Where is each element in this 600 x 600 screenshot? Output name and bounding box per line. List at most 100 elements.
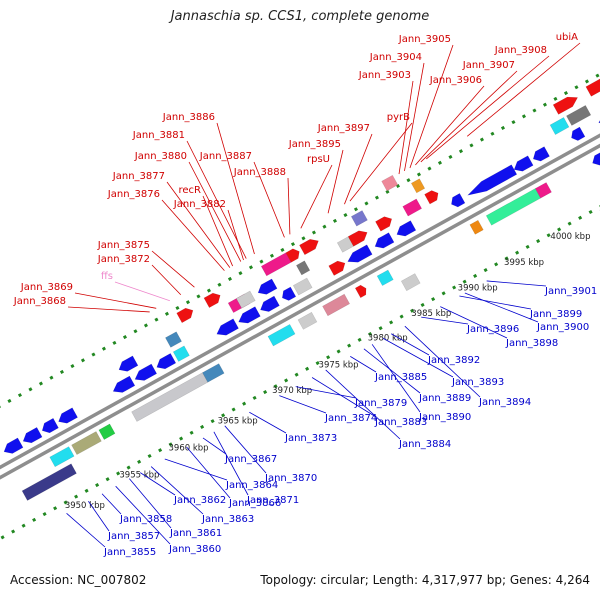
gene-feature — [22, 427, 43, 444]
gene-feature — [3, 437, 24, 454]
gene-feature — [58, 407, 78, 424]
gene-feature — [260, 252, 292, 277]
gene-label-forward: Jann_3895 — [288, 139, 341, 150]
gene-feature — [297, 311, 318, 330]
tick-label: 3980 kbp — [368, 333, 408, 343]
gene-label-reverse: Jann_3884 — [398, 439, 451, 450]
leader-line — [363, 348, 421, 394]
gene-label-forward: ubiA — [556, 32, 578, 43]
gene-feature — [216, 318, 239, 336]
gene-feature — [238, 306, 261, 324]
gene-feature — [451, 193, 466, 208]
gene-label-forward: Jann_3887 — [199, 151, 252, 162]
backbone — [0, 133, 600, 480]
gene-label-reverse: Jann_3871 — [246, 495, 299, 506]
leader-line — [151, 264, 182, 296]
tick-label: 3960 kbp — [169, 443, 209, 453]
leader-line — [279, 395, 327, 414]
gene-feature — [165, 331, 182, 348]
gene-feature — [281, 286, 297, 301]
leader-line — [74, 292, 157, 309]
tick-label: 4000 kbp — [550, 232, 590, 242]
tick-label: 3955 kbp — [119, 471, 159, 481]
gene-label-forward: Jann_3906 — [429, 75, 482, 86]
leader-line — [426, 55, 550, 160]
tick-dot-rows — [0, 72, 600, 541]
leader-line — [216, 122, 255, 255]
gene-label-reverse: Jann_3866 — [228, 498, 281, 509]
gene-label-reverse: Jann_3857 — [107, 531, 160, 542]
gene-feature — [347, 230, 368, 247]
gene-label-forward: Jann_3875 — [97, 240, 150, 251]
gene-label-forward: Jann_3908 — [494, 45, 547, 56]
leader-line — [114, 281, 170, 302]
gene-feature — [98, 423, 116, 440]
leader-line — [382, 337, 454, 378]
gene-label-reverse: Jann_3890 — [418, 412, 471, 423]
gene-label-reverse: Jann_3889 — [418, 393, 471, 404]
gene-label-forward: Jann_3888 — [233, 167, 286, 178]
gene-feature — [402, 198, 423, 217]
leader-line — [101, 493, 122, 515]
gene-label-forward: ffs — [101, 271, 113, 282]
topology-text: Topology: circular; Length: 4,317,977 bp… — [260, 573, 590, 587]
gene-features — [3, 78, 600, 501]
gene-label-forward: Jann_3881 — [132, 130, 185, 141]
leader-line — [129, 478, 172, 529]
tick-label: 3970 kbp — [272, 386, 312, 396]
gene-feature — [156, 353, 177, 370]
gene-feature — [381, 174, 399, 192]
leader-line — [164, 458, 228, 481]
leader-line — [325, 369, 401, 440]
backbone-line-lower — [0, 133, 600, 470]
tick-label: 3950 kbp — [65, 501, 105, 511]
gene-feature — [469, 219, 484, 235]
gene-feature — [203, 292, 221, 308]
gene-feature — [295, 260, 311, 276]
gene-feature — [400, 273, 421, 292]
leader-line — [151, 250, 195, 288]
gene-feature — [532, 146, 550, 162]
leader-line — [398, 80, 414, 175]
leader-line — [88, 501, 110, 532]
gene-label-reverse: Jann_3863 — [201, 514, 254, 525]
tick-label: 3965 kbp — [218, 416, 258, 426]
gene-label-reverse: Jann_3900 — [536, 322, 589, 333]
gene-label-forward: Jann_3897 — [317, 123, 370, 134]
gene-label-forward: Jann_3905 — [398, 34, 451, 45]
gene-label-reverse: Jann_3858 — [119, 514, 172, 525]
gene-label-forward: Jann_3886 — [162, 112, 215, 123]
gene-feature — [513, 155, 534, 172]
leader-line — [186, 140, 247, 259]
gene-feature — [534, 182, 552, 199]
gene-label-reverse: Jann_3893 — [451, 377, 504, 388]
leader-line — [459, 295, 532, 310]
gene-feature — [571, 126, 586, 141]
leader-line — [466, 42, 581, 137]
leader-line — [161, 199, 225, 271]
kbp-ticks: 3950 kbp 3955 kbp 3960 kbp 3965 kbp 3970 kbp… — [65, 205, 600, 511]
leader-line — [300, 164, 333, 229]
leader-line — [371, 344, 421, 413]
leader-line — [415, 85, 485, 166]
leader-line — [344, 133, 373, 205]
gene-feature — [49, 446, 75, 468]
leader-line — [486, 280, 547, 287]
gene-label-forward: Jann_3904 — [369, 52, 422, 63]
gene-feature — [112, 375, 136, 393]
backbone-line-upper — [0, 143, 600, 480]
gene-label-reverse: Jann_3899 — [529, 309, 582, 320]
gene-feature — [424, 190, 439, 205]
gene-feature — [134, 363, 158, 381]
gene-feature — [592, 150, 600, 166]
gene-label-reverse: Jann_3860 — [168, 544, 221, 555]
leader-line — [150, 466, 204, 515]
leader-line — [188, 161, 242, 262]
gene-feature — [598, 105, 600, 124]
leader-line — [349, 122, 413, 202]
gene-labels: Jann_3868 Jann_3869 ffs Jann_3872 Jann_3875 J… — [13, 32, 597, 558]
leader-line — [115, 485, 171, 545]
gene-label-forward: recR — [179, 185, 202, 196]
gene-feature — [354, 284, 367, 299]
